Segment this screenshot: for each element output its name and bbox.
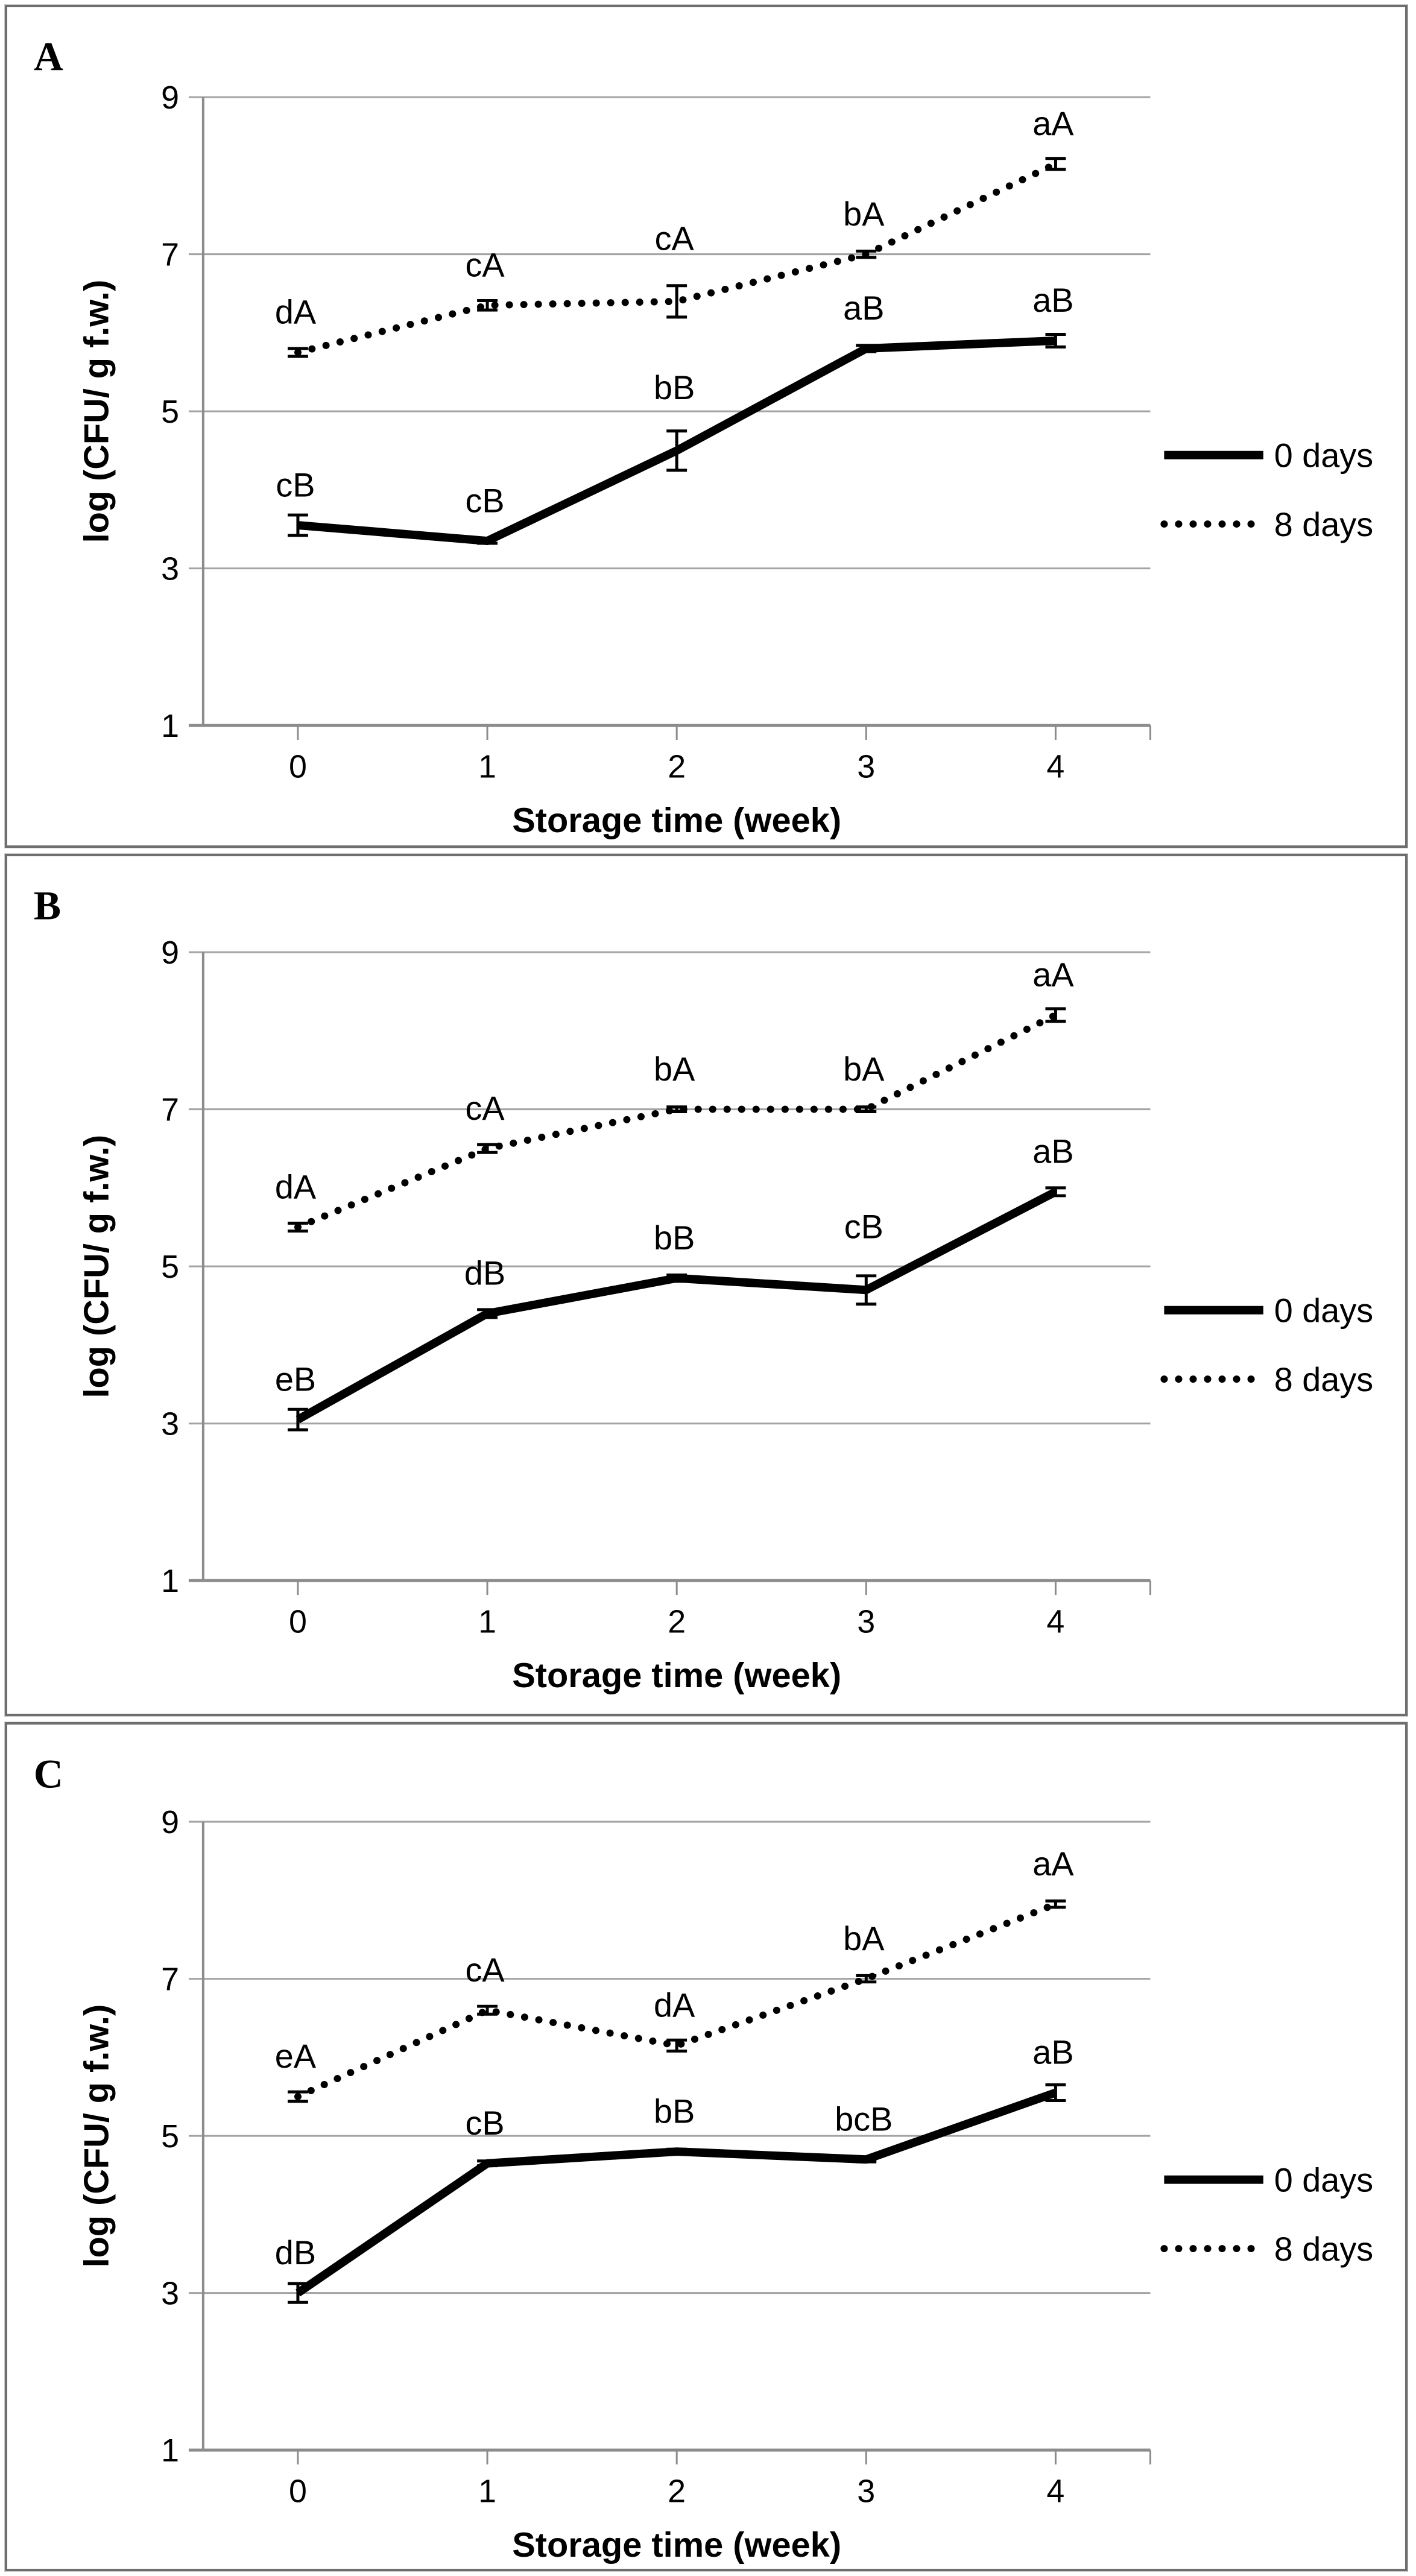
point-label-cB: cB: [466, 2104, 505, 2142]
y-tick-label-1: 1: [161, 1563, 179, 1599]
point-label-aB: aB: [1032, 1133, 1073, 1170]
panel-a: 9 7 5 3 1 0 1 2 3 4 Storage time (week) log (CFU/ g…: [5, 5, 1408, 848]
x-axis-title: Storage time (week): [512, 1656, 841, 1695]
y-axis-title: log (CFU/ g f.w.): [77, 1135, 116, 1398]
chart-panel-c: 9 7 5 3 1 0 1 2 3 4 Storage time (week) log (CFU/ g…: [34, 1751, 1373, 2565]
y-tick-label-3: 3: [161, 2276, 179, 2312]
point-label-cA: cA: [466, 1090, 505, 1127]
x-tick-label-4: 4: [1046, 1604, 1064, 1640]
x-tick-label-3: 3: [857, 1604, 875, 1640]
legend-label-0-days: 0 days: [1274, 1292, 1373, 1330]
y-tick-label-7: 7: [161, 237, 179, 273]
point-label-dA: dA: [275, 294, 317, 331]
point-label-aB: aB: [1032, 282, 1073, 319]
x-tick-label-0: 0: [289, 2473, 307, 2510]
y-tick-label-7: 7: [161, 1962, 179, 1998]
x-tick-label-0: 0: [289, 749, 307, 785]
series-line-8-days: [294, 160, 1060, 356]
x-axis-title: Storage time (week): [512, 801, 841, 840]
point-label-dB: dB: [464, 1255, 505, 1292]
point-label-eA: eA: [275, 2038, 317, 2075]
legend-label-0-days: 0 days: [1274, 2162, 1373, 2199]
point-label-bA: bA: [843, 195, 885, 233]
chart-panel-b: 9 7 5 3 1 0 1 2 3 4 Storage time (week) log (CFU/ g…: [34, 883, 1373, 1695]
panel-b: 9 7 5 3 1 0 1 2 3 4 Storage time (week) log (CFU/ g…: [5, 854, 1408, 1716]
series-line-8-days: [294, 1900, 1060, 2100]
legend-label-8-days: 8 days: [1274, 2230, 1373, 2268]
point-label-bB: bB: [654, 369, 695, 406]
point-label-aA: aA: [1032, 1845, 1074, 1883]
y-tick-label-5: 5: [161, 1249, 179, 1285]
point-label-cA: cA: [466, 1951, 505, 1989]
point-label-dA: dA: [275, 1168, 317, 1205]
legend: 0 days 8 days: [1160, 437, 1373, 543]
y-tick-label-3: 3: [161, 551, 179, 587]
x-tick-label-4: 4: [1046, 2473, 1064, 2510]
y-tick-label-1: 1: [161, 708, 179, 744]
chart-panel-a: 9 7 5 3 1 0 1 2 3 4 Storage time (week) log (CFU/ g…: [34, 34, 1373, 840]
x-tick-label-1: 1: [478, 2473, 496, 2510]
x-tick-label-2: 2: [668, 749, 686, 785]
point-label-eB: eB: [275, 1361, 316, 1398]
point-label-aA: aA: [1032, 956, 1074, 994]
y-axis-title: log (CFU/ g f.w.): [77, 2004, 116, 2268]
legend: 0 days 8 days: [1160, 1292, 1373, 1398]
point-label-cA: cA: [466, 247, 505, 284]
legend-label-0-days: 0 days: [1274, 437, 1373, 475]
y-tick-label-3: 3: [161, 1406, 179, 1442]
legend: 0 days 8 days: [1160, 2162, 1373, 2268]
y-tick-label-1: 1: [161, 2432, 179, 2469]
y-tick-label-5: 5: [161, 394, 179, 430]
point-label-cB: cB: [276, 466, 315, 504]
x-tick-label-0: 0: [289, 1604, 307, 1640]
y-axis-title: log (CFU/ g f.w.): [77, 280, 116, 543]
point-label-bB: bB: [654, 1219, 695, 1257]
series-line-8-days: [294, 1011, 1060, 1231]
panel-letter-c: C: [34, 1751, 63, 1796]
x-tick-label-4: 4: [1046, 749, 1064, 785]
point-label-cA: cA: [655, 219, 695, 257]
point-label-aB: aB: [843, 289, 884, 327]
panel-letter-a: A: [34, 34, 63, 79]
point-label-bA: bA: [843, 1920, 885, 1957]
point-label-bcB: bcB: [835, 2101, 893, 2138]
legend-label-8-days: 8 days: [1274, 506, 1373, 543]
x-axis-title: Storage time (week): [512, 2526, 841, 2565]
y-tick-label-9: 9: [161, 1804, 179, 1840]
point-label-aA: aA: [1032, 105, 1074, 142]
point-label-cB: cB: [844, 1208, 883, 1246]
y-tick-label-7: 7: [161, 1092, 179, 1128]
y-tick-label-5: 5: [161, 2118, 179, 2155]
x-tick-label-1: 1: [478, 1604, 496, 1640]
point-label-dB: dB: [275, 2234, 316, 2271]
panel-letter-b: B: [34, 883, 61, 928]
point-label-dA: dA: [654, 1987, 695, 2024]
x-tick-label-2: 2: [668, 1604, 686, 1640]
panel-c: 9 7 5 3 1 0 1 2 3 4 Storage time (week) log (CFU/ g…: [5, 1722, 1408, 2571]
x-tick-label-3: 3: [857, 2473, 875, 2510]
point-label-cB: cB: [466, 482, 505, 519]
legend-label-8-days: 8 days: [1274, 1361, 1373, 1398]
x-tick-label-1: 1: [478, 749, 496, 785]
point-label-bA: bA: [843, 1050, 885, 1088]
point-label-bB: bB: [654, 2092, 695, 2130]
y-tick-label-9: 9: [161, 80, 179, 116]
point-label-aB: aB: [1032, 2034, 1073, 2071]
x-tick-label-3: 3: [857, 749, 875, 785]
point-label-bA: bA: [654, 1050, 695, 1088]
x-tick-label-2: 2: [668, 2473, 686, 2510]
y-tick-label-9: 9: [161, 935, 179, 971]
